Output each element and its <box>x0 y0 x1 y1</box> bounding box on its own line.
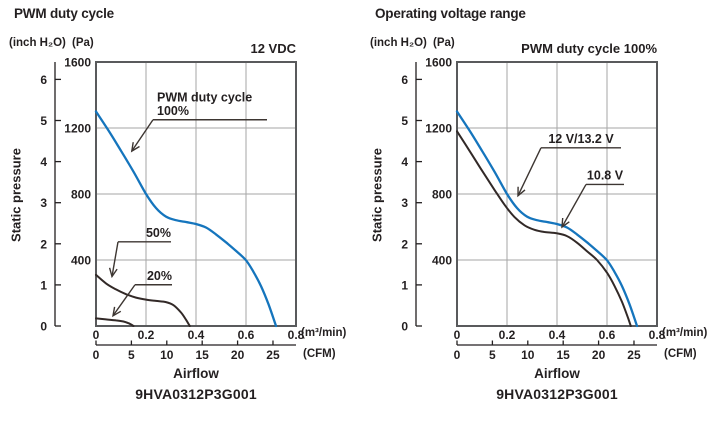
annotation-leader-line <box>561 184 587 228</box>
cfm-tick-label: 15 <box>196 348 210 362</box>
pa-tick-label: 400 <box>71 254 91 268</box>
model-number: 9HVA0312P3G001 <box>135 386 257 402</box>
pa-tick-label: 400 <box>432 254 452 268</box>
plot-frame <box>95 61 297 327</box>
pa-tick-label: 1200 <box>64 122 91 136</box>
pa-tick-label: 1200 <box>425 122 452 136</box>
test-condition-label: PWM duty cycle 100% <box>521 41 657 56</box>
chart-title: PWM duty cycle <box>14 6 114 21</box>
m3min-tick-label: 0 <box>93 328 100 342</box>
cfm-tick-label: 20 <box>592 348 606 362</box>
annotation-label: 12 V/13.2 V <box>548 132 614 146</box>
annotation-leader-line <box>517 147 542 196</box>
m3min-tick-label: 0.4 <box>188 328 205 342</box>
cfm-tick-label: 15 <box>557 348 571 362</box>
annotation-label: 50% <box>146 226 171 240</box>
annotation-label: 100% <box>157 104 189 118</box>
pa-tick-label: 1600 <box>425 56 452 70</box>
annotation-arrowhead <box>112 306 122 318</box>
inch-tick-label: 5 <box>40 114 47 128</box>
annotation-arrowhead <box>130 142 140 153</box>
cfm-tick-label: 25 <box>266 348 280 362</box>
m3min-tick-label: 0.8 <box>649 328 666 342</box>
inch-tick-label: 6 <box>40 73 47 87</box>
inch-tick-label: 4 <box>40 155 47 169</box>
m3min-tick-label: 0.8 <box>288 328 305 342</box>
chart-title: Operating voltage range <box>375 6 526 21</box>
inch-tick-label: 2 <box>401 237 408 251</box>
y-axis-title: Static pressure <box>369 148 385 242</box>
chart-canvas-pwm-duty-cycle: 400 800 1200 1600 0 1 2 3 4 5 6 0 0.2 0.4 0.6 0.8 0 5 10 15… <box>40 56 305 363</box>
y-axis-unit-pa-label: (Pa) <box>72 37 94 49</box>
m3min-tick-label: 0.2 <box>499 328 516 342</box>
cfm-tick-label: 0 <box>93 348 100 362</box>
chart-panel-operating-voltage-range: 400 800 1200 1600 0 1 2 3 4 5 6 0 0.2 0.4 0.6 0.8 0 5 10 15… <box>361 0 722 421</box>
inch-tick-label: 0 <box>40 320 47 334</box>
inch-tick-label: 2 <box>40 237 47 251</box>
cfm-tick-label: 0 <box>454 348 461 362</box>
inch-tick-label: 6 <box>401 73 408 87</box>
curve-pwm-duty-cycle-100- <box>94 110 278 328</box>
curve-50- <box>95 273 191 327</box>
cfm-tick-label: 10 <box>521 348 535 362</box>
annotation-label: PWM duty cycle <box>157 90 252 104</box>
annotation-arrowhead <box>108 267 118 279</box>
chart-canvas-operating-voltage-range: 400 800 1200 1600 0 1 2 3 4 5 6 0 0.2 0.4 0.6 0.8 0 5 10 15… <box>401 56 666 363</box>
test-condition-label: 12 VDC <box>250 41 296 56</box>
inch-tick-label: 1 <box>401 278 408 292</box>
pa-tick-label: 1600 <box>64 56 91 70</box>
x-axis-unit-cfm-label: (CFM) <box>664 348 697 360</box>
x-axis-unit-m3min-label: (m³/min) <box>301 327 347 339</box>
x-axis-title: Airflow <box>534 366 580 381</box>
x-axis-title: Airflow <box>173 366 219 381</box>
m3min-tick-label: 0.6 <box>238 328 255 342</box>
cfm-tick-label: 25 <box>627 348 641 362</box>
y-axis-title: Static pressure <box>8 148 24 242</box>
cfm-tick-label: 5 <box>128 348 135 362</box>
curve-10.8-v <box>456 130 632 327</box>
inch-tick-label: 0 <box>401 320 408 334</box>
cfm-tick-label: 10 <box>160 348 174 362</box>
annotation-leader-line <box>131 119 154 152</box>
model-number: 9HVA0312P3G001 <box>496 386 618 402</box>
m3min-tick-label: 0 <box>454 328 461 342</box>
inch-tick-label: 3 <box>40 196 47 210</box>
inch-tick-label: 1 <box>40 278 47 292</box>
y-axis-unit-inch-label: (inch H₂O) <box>370 37 427 49</box>
annotation-leader-line <box>111 241 119 277</box>
inch-tick-label: 4 <box>401 155 408 169</box>
curve-12-v-13.2-v <box>455 110 639 328</box>
x-axis-unit-m3min-label: (m³/min) <box>662 327 708 339</box>
x-axis-unit-cfm-label: (CFM) <box>303 348 336 360</box>
plot-frame <box>456 61 658 327</box>
annotation-arrowhead <box>517 186 526 198</box>
inch-tick-label: 3 <box>401 196 408 210</box>
inch-tick-label: 5 <box>401 114 408 128</box>
y-axis-unit-pa-label: (Pa) <box>433 37 455 49</box>
pa-tick-label: 800 <box>432 188 452 202</box>
m3min-tick-label: 0.6 <box>599 328 616 342</box>
cfm-tick-label: 20 <box>231 348 245 362</box>
chart-panel-pwm-duty-cycle: 400 800 1200 1600 0 1 2 3 4 5 6 0 0.2 0.4 0.6 0.8 0 5 10 15… <box>8 6 347 402</box>
annotation-label: 10.8 V <box>587 168 624 182</box>
pa-tick-label: 800 <box>71 188 91 202</box>
m3min-tick-label: 0.4 <box>549 328 566 342</box>
annotation-label: 20% <box>147 269 172 283</box>
annotation-leader-line <box>112 284 136 317</box>
cfm-tick-label: 5 <box>489 348 496 362</box>
m3min-tick-label: 0.2 <box>138 328 155 342</box>
annotation-arrowhead <box>561 217 570 229</box>
curve-20- <box>95 317 135 327</box>
y-axis-unit-inch-label: (inch H₂O) <box>9 37 66 49</box>
